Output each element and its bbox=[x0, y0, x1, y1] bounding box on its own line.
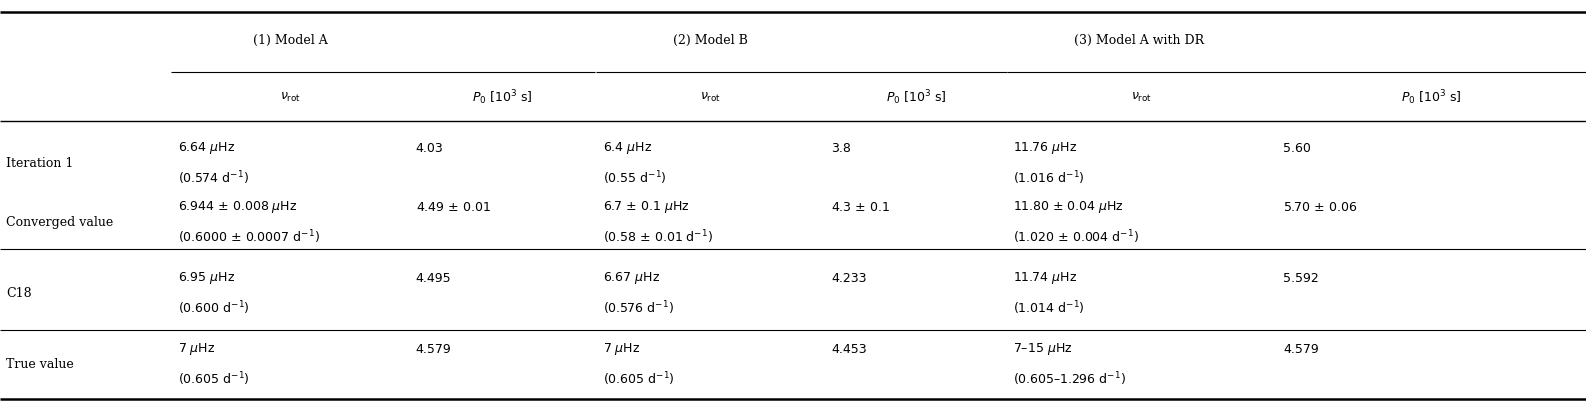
Text: 7–15 $\mu$Hz: 7–15 $\mu$Hz bbox=[1013, 340, 1072, 356]
Text: 3.8: 3.8 bbox=[831, 141, 852, 154]
Text: 5.60: 5.60 bbox=[1283, 141, 1312, 154]
Text: (0.600 d$^{-1}$): (0.600 d$^{-1}$) bbox=[178, 299, 249, 317]
Text: Iteration 1: Iteration 1 bbox=[6, 156, 73, 170]
Text: (0.574 d$^{-1}$): (0.574 d$^{-1}$) bbox=[178, 169, 249, 187]
Text: True value: True value bbox=[6, 357, 75, 370]
Text: 4.579: 4.579 bbox=[1283, 342, 1320, 355]
Text: 6.4 $\mu$Hz: 6.4 $\mu$Hz bbox=[603, 140, 652, 156]
Text: 7 $\mu$Hz: 7 $\mu$Hz bbox=[603, 340, 641, 356]
Text: 7 $\mu$Hz: 7 $\mu$Hz bbox=[178, 340, 216, 356]
Text: $P_0\ [10^3\ {\rm s}]$: $P_0\ [10^3\ {\rm s}]$ bbox=[1400, 88, 1462, 107]
Text: 6.64 $\mu$Hz: 6.64 $\mu$Hz bbox=[178, 140, 235, 156]
Text: 4.3 $\pm$ 0.1: 4.3 $\pm$ 0.1 bbox=[831, 200, 890, 213]
Text: 5.70 $\pm$ 0.06: 5.70 $\pm$ 0.06 bbox=[1283, 200, 1358, 213]
Text: 5.592: 5.592 bbox=[1283, 271, 1320, 284]
Text: 11.74 $\mu$Hz: 11.74 $\mu$Hz bbox=[1013, 269, 1077, 286]
Text: C18: C18 bbox=[6, 286, 32, 299]
Text: 6.7 $\pm$ 0.1 $\mu$Hz: 6.7 $\pm$ 0.1 $\mu$Hz bbox=[603, 198, 690, 215]
Text: 11.76 $\mu$Hz: 11.76 $\mu$Hz bbox=[1013, 140, 1077, 156]
Text: $\nu_{\rm rot}$: $\nu_{\rm rot}$ bbox=[279, 91, 301, 104]
Text: (0.605 d$^{-1}$): (0.605 d$^{-1}$) bbox=[603, 370, 674, 388]
Text: $\nu_{\rm rot}$: $\nu_{\rm rot}$ bbox=[699, 91, 722, 104]
Text: 4.03: 4.03 bbox=[416, 141, 442, 154]
Text: (0.58 $\pm$ 0.01 d$^{-1}$): (0.58 $\pm$ 0.01 d$^{-1}$) bbox=[603, 228, 712, 246]
Text: (1) Model A: (1) Model A bbox=[252, 34, 328, 47]
Text: (0.55 d$^{-1}$): (0.55 d$^{-1}$) bbox=[603, 169, 666, 187]
Text: 4.233: 4.233 bbox=[831, 271, 866, 284]
Text: (0.605–1.296 d$^{-1}$): (0.605–1.296 d$^{-1}$) bbox=[1013, 370, 1126, 388]
Text: (0.605 d$^{-1}$): (0.605 d$^{-1}$) bbox=[178, 370, 249, 388]
Text: (1.014 d$^{-1}$): (1.014 d$^{-1}$) bbox=[1013, 299, 1085, 317]
Text: (2) Model B: (2) Model B bbox=[672, 34, 749, 47]
Text: 4.495: 4.495 bbox=[416, 271, 450, 284]
Text: $P_0\ [10^3\ {\rm s}]$: $P_0\ [10^3\ {\rm s}]$ bbox=[885, 88, 947, 107]
Text: 4.453: 4.453 bbox=[831, 342, 866, 355]
Text: (0.6000 $\pm$ 0.0007 d$^{-1}$): (0.6000 $\pm$ 0.0007 d$^{-1}$) bbox=[178, 228, 319, 246]
Text: 6.95 $\mu$Hz: 6.95 $\mu$Hz bbox=[178, 269, 235, 286]
Text: 4.579: 4.579 bbox=[416, 342, 452, 355]
Text: 11.80 $\pm$ 0.04 $\mu$Hz: 11.80 $\pm$ 0.04 $\mu$Hz bbox=[1013, 198, 1124, 215]
Text: 4.49 $\pm$ 0.01: 4.49 $\pm$ 0.01 bbox=[416, 200, 490, 213]
Text: (1.020 $\pm$ 0.004 d$^{-1}$): (1.020 $\pm$ 0.004 d$^{-1}$) bbox=[1013, 228, 1139, 246]
Text: (3) Model A with DR: (3) Model A with DR bbox=[1074, 34, 1204, 47]
Text: 6.67 $\mu$Hz: 6.67 $\mu$Hz bbox=[603, 269, 660, 286]
Text: 6.944 $\pm$ 0.008 $\mu$Hz: 6.944 $\pm$ 0.008 $\mu$Hz bbox=[178, 198, 297, 215]
Text: $P_0\ [10^3\ {\rm s}]$: $P_0\ [10^3\ {\rm s}]$ bbox=[473, 88, 533, 107]
Text: Converged value: Converged value bbox=[6, 215, 114, 228]
Text: (0.576 d$^{-1}$): (0.576 d$^{-1}$) bbox=[603, 299, 674, 317]
Text: (1.016 d$^{-1}$): (1.016 d$^{-1}$) bbox=[1013, 169, 1085, 187]
Text: $\nu_{\rm rot}$: $\nu_{\rm rot}$ bbox=[1131, 91, 1153, 104]
